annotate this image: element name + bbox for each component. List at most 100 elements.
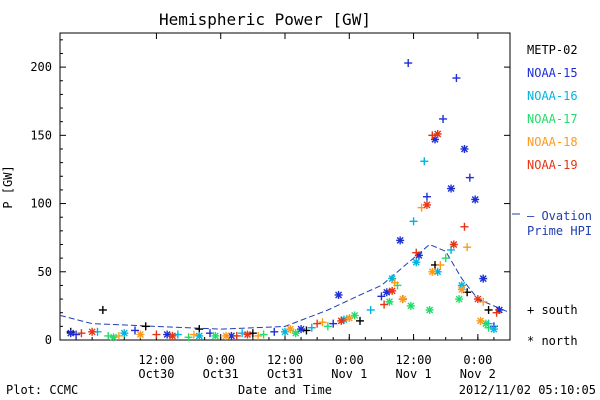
north-point-noaa-16 xyxy=(120,329,129,338)
north-point-noaa-19 xyxy=(337,316,346,325)
marker-stroke xyxy=(399,295,407,303)
south-point-metp-02 xyxy=(195,325,204,334)
marker-stroke xyxy=(227,332,235,340)
x-tick-label-time: 12:00 xyxy=(267,353,303,367)
y-tick-label: 50 xyxy=(38,265,52,279)
marker-stroke xyxy=(455,295,463,303)
y-axis-label: P [GW] xyxy=(1,165,15,208)
south-point-noaa-19 xyxy=(460,222,469,231)
marker-stroke xyxy=(120,329,128,337)
x-tick-label-time: 12:00 xyxy=(138,353,174,367)
marker-stroke xyxy=(169,332,176,340)
south-point-noaa-18 xyxy=(390,278,399,287)
marker-stroke xyxy=(460,145,468,153)
south-point-noaa-15 xyxy=(465,173,474,182)
south-point-noaa-18 xyxy=(254,331,263,340)
marker-stroke xyxy=(407,302,415,310)
south-point-noaa-17 xyxy=(323,322,332,331)
north-point-noaa-19 xyxy=(88,327,97,336)
x-tick-label-date: Nov 1 xyxy=(396,367,432,381)
marker-stroke xyxy=(434,130,442,138)
south-point-noaa-19 xyxy=(313,319,322,328)
marker-stroke xyxy=(490,325,498,333)
north-point-noaa-16 xyxy=(412,258,421,267)
north-point-noaa-18 xyxy=(286,325,295,334)
marker-stroke xyxy=(351,311,359,319)
marker-stroke xyxy=(385,298,393,306)
north-point-noaa-18 xyxy=(428,267,437,276)
x-tick-label-date: Oct31 xyxy=(203,367,239,381)
data-points xyxy=(66,59,504,342)
north-point-noaa-15 xyxy=(382,288,391,297)
ovation-label-line2: Prime HPI xyxy=(527,224,592,238)
south-point-metp-02 xyxy=(141,322,150,331)
marker-stroke xyxy=(67,329,75,337)
south-point-noaa-19 xyxy=(232,331,241,340)
north-point-noaa-15 xyxy=(334,290,343,299)
legend: METP-02 NOAA-15 NOAA-16 NOAA-17 NOAA-18 NOAA-… xyxy=(527,43,578,172)
north-point-noaa-16 xyxy=(195,331,204,340)
marker-stroke xyxy=(292,329,300,337)
north-point-noaa-16 xyxy=(281,327,289,336)
marker-stroke xyxy=(423,201,431,209)
ovation-label-line1: — Ovation xyxy=(527,209,592,223)
marker-stroke xyxy=(450,240,458,248)
south-point-noaa-19 xyxy=(380,300,389,309)
south-point-noaa-18 xyxy=(318,318,327,327)
south-point-noaa-17 xyxy=(259,330,268,339)
south-point-noaa-15 xyxy=(452,74,461,83)
legend-item-noaa-18: NOAA-18 xyxy=(527,135,578,149)
north-point-noaa-18 xyxy=(476,316,485,325)
chart-title: Hemispheric Power [GW] xyxy=(159,10,371,29)
north-point-noaa-18 xyxy=(457,285,466,294)
south-point-metp-02 xyxy=(484,305,493,314)
ovation-hpi-polyline xyxy=(59,243,511,330)
marker-stroke xyxy=(477,317,485,325)
marker-stroke xyxy=(211,332,219,340)
marker-stroke xyxy=(434,268,442,276)
south-point-noaa-15 xyxy=(422,192,431,201)
north-point-noaa-17 xyxy=(211,331,220,340)
south-point-noaa-18 xyxy=(463,243,472,252)
south-point-noaa-18 xyxy=(436,260,445,269)
north-point-noaa-18 xyxy=(345,314,354,323)
y-axis: 0 50 100 150 200 xyxy=(30,39,510,347)
south-point-noaa-19 xyxy=(152,330,161,339)
north-point-noaa-15 xyxy=(66,329,75,338)
x-tick-label-date: Nov 1 xyxy=(331,367,367,381)
marker-stroke xyxy=(163,331,171,339)
marker-stroke xyxy=(281,328,289,336)
north-point-noaa-15 xyxy=(460,144,469,153)
south-point-noaa-19 xyxy=(412,248,421,257)
south-point-noaa-16 xyxy=(409,217,418,226)
x-tick-label-time: 12:00 xyxy=(396,353,432,367)
south-point-noaa-18 xyxy=(114,331,123,340)
y-tick-label: 0 xyxy=(45,333,52,347)
south-point-noaa-17 xyxy=(104,331,113,340)
marker-stroke xyxy=(426,306,434,314)
north-point-noaa-15 xyxy=(447,184,456,193)
south-point-noaa-15 xyxy=(439,114,448,123)
marker-stroke xyxy=(479,275,487,283)
plot-credit: Plot: CCMC xyxy=(6,383,78,397)
legend-item-noaa-15: NOAA-15 xyxy=(527,66,578,80)
marker-stroke xyxy=(412,258,420,266)
legend-item-noaa-17: NOAA-17 xyxy=(527,112,578,126)
south-point-metp-02 xyxy=(356,316,364,325)
north-point-noaa-18 xyxy=(398,295,407,304)
south-point-metp-02 xyxy=(98,305,107,314)
x-tick-label-time: 0:00 xyxy=(463,353,492,367)
south-point-noaa-15 xyxy=(270,327,279,336)
north-point-noaa-16 xyxy=(489,325,498,334)
north-point-noaa-17 xyxy=(406,301,415,310)
marker-stroke xyxy=(337,317,345,325)
south-point-noaa-16 xyxy=(238,329,247,338)
north-point-noaa-17 xyxy=(291,329,300,338)
x-tick-label-date: Oct30 xyxy=(138,367,174,381)
marker-legend-north: * north xyxy=(527,334,578,348)
y-tick-label: 200 xyxy=(30,60,52,74)
north-point-noaa-17 xyxy=(109,333,118,342)
